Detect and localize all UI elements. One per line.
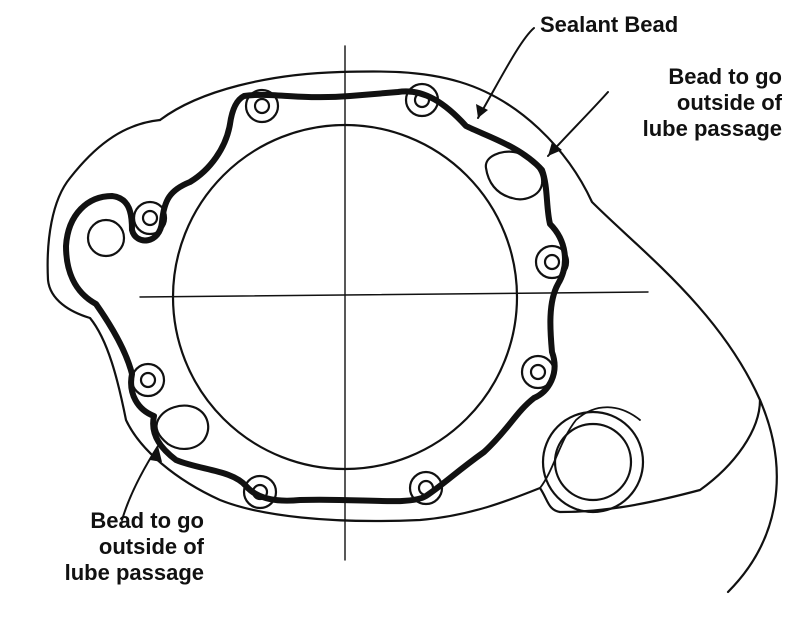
bolt-boss-top-left — [244, 88, 280, 124]
arrowhead-top-note — [548, 142, 562, 156]
top-note-line-3: lube passage — [642, 116, 782, 141]
housing-outline — [46, 118, 762, 523]
top-note-line-2: outside of — [676, 90, 782, 115]
bolt-boss-left — [132, 200, 168, 236]
housing-inner-step — [539, 406, 641, 489]
sealant-bead — [63, 88, 568, 505]
bolt-boss-top-right — [404, 82, 440, 118]
bolt-boss-bottom-right — [408, 470, 444, 506]
bolt-boss-bottom-left — [242, 474, 278, 510]
arrowhead-sealant-bead — [476, 104, 488, 118]
bolt-boss-lower-right — [520, 354, 556, 390]
bolt-hole-top-right — [413, 91, 431, 109]
lube-passage-top — [484, 150, 544, 201]
bolt-hole-bottom-right — [417, 479, 435, 497]
large-hole-outer — [541, 410, 645, 514]
bottom-lube-passage-note: Bead to go outside of lube passage — [20, 508, 204, 586]
bolt-holes — [139, 91, 561, 501]
large-hole-inner — [553, 422, 633, 502]
bottom-note-line-3: lube passage — [64, 560, 204, 585]
sealant-bead-label: Sealant Bead — [540, 12, 679, 37]
housing-upper-outline — [158, 70, 778, 594]
bolt-boss-lower-left — [130, 362, 166, 398]
top-lube-passage-note: Bead to go outside of lube passage — [612, 64, 782, 142]
leader-bottom-note — [121, 445, 159, 521]
side-hole — [86, 218, 126, 258]
bolt-hole-lower-left — [139, 371, 157, 389]
bolt-bosses — [130, 82, 570, 510]
bottom-note-line-1: Bead to go — [90, 508, 204, 533]
leader-sealant-bead — [477, 27, 535, 119]
bolt-hole-bottom-left — [251, 483, 269, 501]
top-note-line-1: Bead to go — [668, 64, 782, 89]
bolt-boss-right — [534, 244, 570, 280]
bolt-hole-lower-right — [529, 363, 547, 381]
bolt-hole-top-left — [253, 97, 271, 115]
bolt-hole-left — [141, 209, 159, 227]
lube-passage-bottom — [155, 404, 210, 450]
centerline-horizontal — [139, 291, 649, 298]
bottom-note-line-2: outside of — [98, 534, 204, 559]
bolt-hole-right — [543, 253, 561, 271]
arrowhead-bottom-note — [150, 446, 162, 462]
